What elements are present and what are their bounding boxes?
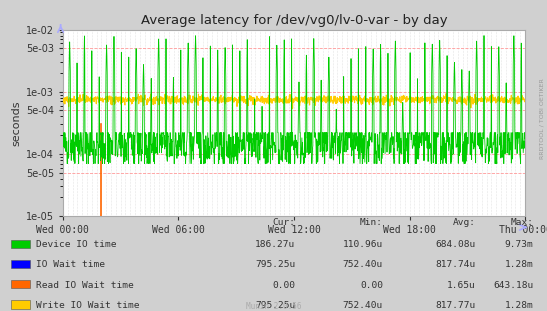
Text: 110.96u: 110.96u [342,240,383,249]
Text: 795.25u: 795.25u [255,301,295,310]
Text: 0.00: 0.00 [272,281,295,290]
Text: RRDTOOL / TOBI OETIKER: RRDTOOL / TOBI OETIKER [539,78,544,159]
Text: Munin 2.0.56: Munin 2.0.56 [246,301,301,310]
Text: IO Wait time: IO Wait time [36,261,104,269]
Text: 795.25u: 795.25u [255,261,295,269]
Text: 1.65u: 1.65u [447,281,476,290]
Title: Average latency for /dev/vg0/lv-0-var - by day: Average latency for /dev/vg0/lv-0-var - … [141,14,447,27]
Text: 684.08u: 684.08u [435,240,476,249]
Text: Write IO Wait time: Write IO Wait time [36,301,139,310]
Text: 752.40u: 752.40u [342,301,383,310]
Text: 1.28m: 1.28m [504,301,533,310]
Text: Avg:: Avg: [453,218,476,227]
Text: Device IO time: Device IO time [36,240,116,249]
Y-axis label: seconds: seconds [11,100,21,146]
Text: 643.18u: 643.18u [493,281,533,290]
Text: 9.73m: 9.73m [504,240,533,249]
Text: Read IO Wait time: Read IO Wait time [36,281,133,290]
Text: 1.28m: 1.28m [504,261,533,269]
Text: 817.74u: 817.74u [435,261,476,269]
Text: Cur:: Cur: [272,218,295,227]
Text: Min:: Min: [360,218,383,227]
Text: 752.40u: 752.40u [342,261,383,269]
Text: 817.77u: 817.77u [435,301,476,310]
Text: Max:: Max: [510,218,533,227]
Text: 0.00: 0.00 [360,281,383,290]
Text: 186.27u: 186.27u [255,240,295,249]
